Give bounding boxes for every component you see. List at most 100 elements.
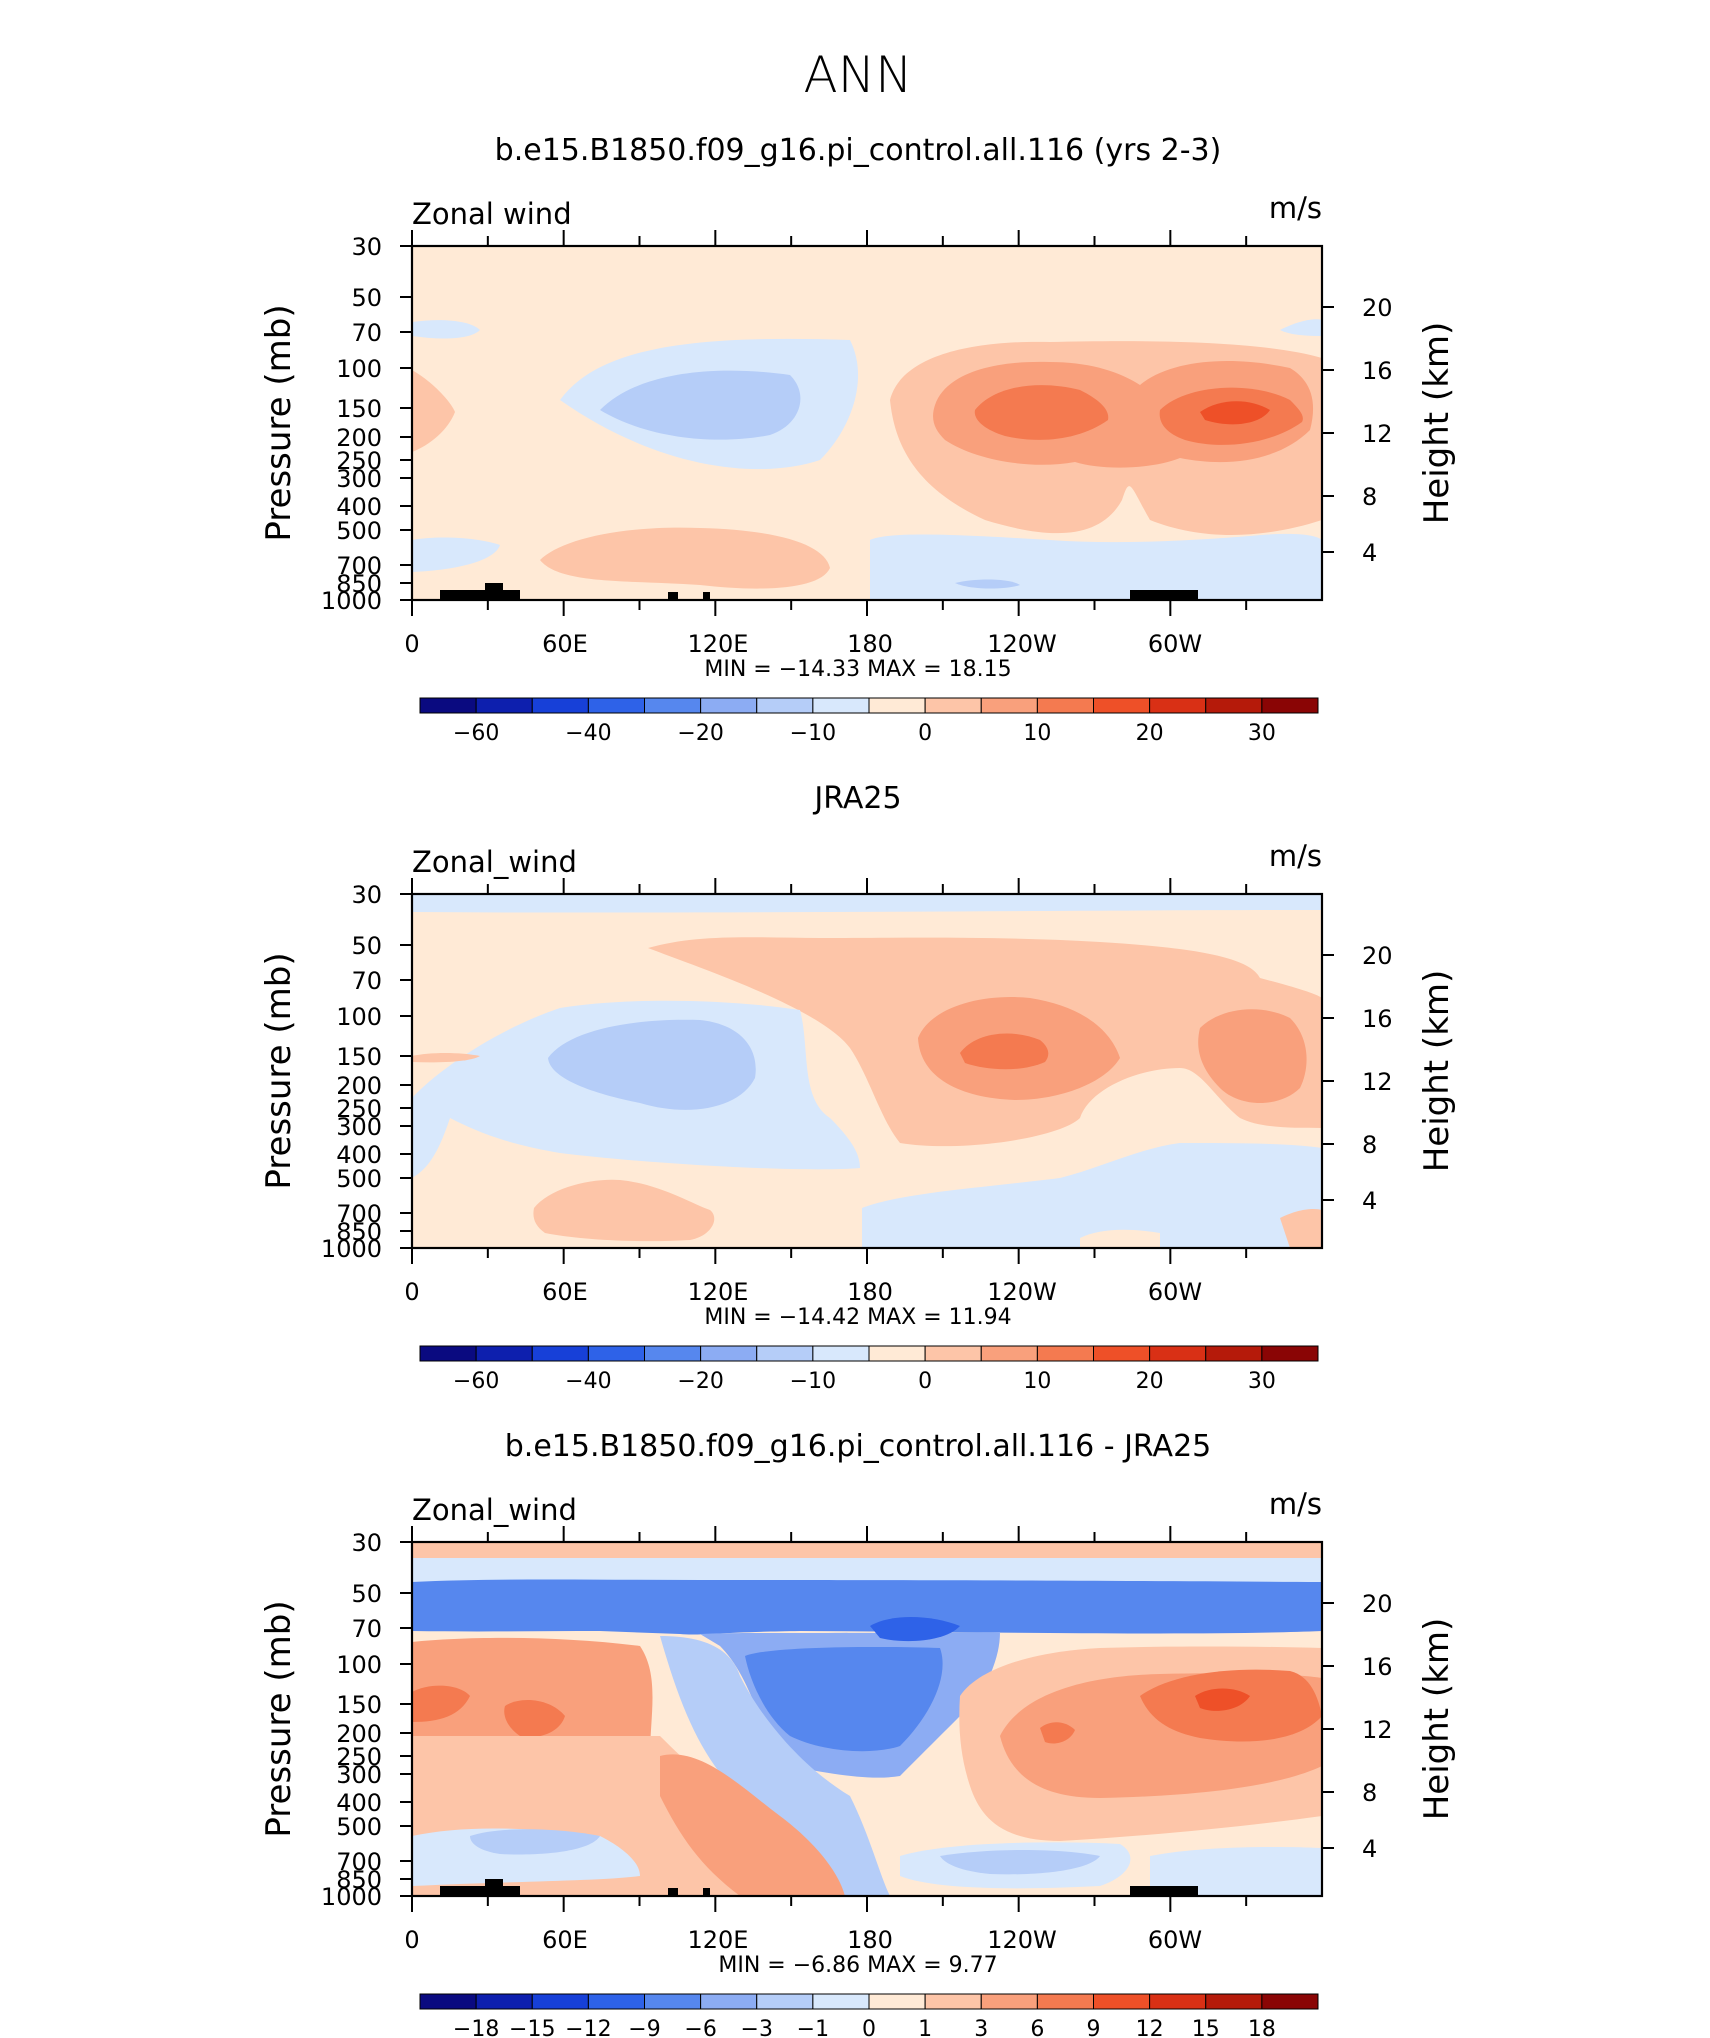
colorbar-swatch <box>700 1345 758 1362</box>
contour-region-9 <box>504 1700 565 1738</box>
colorbar-swatch <box>475 1993 533 2010</box>
contour-region-2 <box>412 1579 1322 1635</box>
contour-region-6 <box>660 1636 890 1896</box>
y-axis-title: Pressure (mb) <box>259 952 299 1189</box>
y-right-tick-label: 16 <box>1362 1005 1393 1033</box>
contour-fills <box>412 319 1322 600</box>
contour-region-5 <box>870 1617 960 1642</box>
colorbar-swatch <box>475 1345 533 1362</box>
colorbar-swatch <box>1261 697 1319 714</box>
contour-region-9 <box>862 1143 1322 1248</box>
colorbar-label: −60 <box>453 721 499 746</box>
x-tick-label: 60E <box>542 1278 588 1306</box>
contour-region-11 <box>660 1754 845 1896</box>
y-tick-label: 150 <box>336 395 382 423</box>
contour-fills <box>412 1542 1322 1896</box>
colorbar-swatch <box>1093 697 1151 714</box>
y-tick-label: 500 <box>336 517 382 545</box>
y-right-tick-label: 16 <box>1362 1653 1393 1681</box>
x-tick-label: 120E <box>688 1926 749 1954</box>
colorbar-swatch <box>756 1345 814 1362</box>
y-right-tick-label: 8 <box>1362 483 1377 511</box>
y-tick-label: 400 <box>336 1141 382 1169</box>
colorbar-swatch <box>812 697 870 714</box>
colorbar-label: −60 <box>453 1369 499 1394</box>
contour-region-8 <box>533 1179 715 1242</box>
contour-region-6 <box>548 1019 756 1110</box>
y-tick-label: 700 <box>336 1200 382 1228</box>
y-tick-label: 500 <box>336 1165 382 1193</box>
colorbar-label: 12 <box>1136 2017 1164 2038</box>
panel-difference: b.e15.B1850.f09_g16.pi_control.all.116 -… <box>259 1429 1457 2038</box>
contour-region-9 <box>1200 401 1270 425</box>
panel-title: b.e15.B1850.f09_g16.pi_control.all.116 -… <box>505 1429 1212 1464</box>
x-tick-label: 60W <box>1148 1278 1202 1306</box>
colorbar-swatch <box>1149 1345 1207 1362</box>
colorbar-swatch <box>700 1993 758 2010</box>
colorbar-swatch <box>1205 697 1263 714</box>
units-label: m/s <box>1269 839 1322 873</box>
y-tick-label: 70 <box>351 319 382 347</box>
y-tick-label: 30 <box>351 233 382 261</box>
colorbar-label: 0 <box>862 2017 876 2038</box>
colorbar-swatch <box>980 697 1038 714</box>
y-tick-label: 700 <box>336 1848 382 1876</box>
colorbar-swatch <box>1093 1993 1151 2010</box>
colorbar-label: 6 <box>1030 2017 1044 2038</box>
x-tick-label: 0 <box>404 1926 419 1954</box>
contour-region-4 <box>1198 1009 1307 1103</box>
y-axis-title-right: Height (km) <box>1417 970 1457 1173</box>
x-tick-label: 0 <box>404 1278 419 1306</box>
y-axis-title: Pressure (mb) <box>259 1600 299 1837</box>
x-tick-label: 120W <box>987 1926 1057 1954</box>
colorbar-label: 30 <box>1248 1369 1276 1394</box>
min-max-stats: MIN = −14.33 MAX = 18.15 <box>704 657 1011 682</box>
y-tick-label: 1000 <box>321 587 382 615</box>
colorbar-swatch <box>868 697 926 714</box>
colorbar-swatch <box>1205 1345 1263 1362</box>
colorbar-swatch <box>1205 1993 1263 2010</box>
colorbar-swatch <box>924 1993 982 2010</box>
colorbar-label: 0 <box>918 1369 932 1394</box>
y-right-tick-label: 20 <box>1362 942 1393 970</box>
colorbar-swatch <box>756 1993 814 2010</box>
contour-region-0 <box>412 894 1322 913</box>
contour-region-11 <box>1280 1208 1322 1248</box>
colorbar-label: 20 <box>1136 1369 1164 1394</box>
y-tick-label: 1000 <box>321 1883 382 1911</box>
colorbar-swatch <box>419 1345 477 1362</box>
contour-region-0 <box>412 1542 1322 1558</box>
colorbar-swatch <box>980 1345 1038 1362</box>
y-tick-label: 150 <box>336 1043 382 1071</box>
y-axis-title-right: Height (km) <box>1417 322 1457 525</box>
colorbar-label: −40 <box>565 721 611 746</box>
colorbar-swatch <box>980 1993 1038 2010</box>
y-tick-label: 100 <box>336 1003 382 1031</box>
contour-region-21 <box>1150 1846 1322 1896</box>
colorbar-label: 0 <box>918 721 932 746</box>
colorbar-label: −20 <box>677 721 723 746</box>
variable-label: Zonal wind <box>412 197 572 231</box>
contour-region-13 <box>955 579 1020 589</box>
x-tick-label: 120E <box>688 1278 749 1306</box>
colorbar-swatch <box>812 1345 870 1362</box>
y-tick-label: 300 <box>336 1761 382 1789</box>
panel-model: b.e15.B1850.f09_g16.pi_control.all.116 (… <box>259 133 1457 746</box>
contour-region-10 <box>1080 1229 1160 1248</box>
contour-region-18 <box>1040 1722 1075 1744</box>
min-max-stats: MIN = −6.86 MAX = 9.77 <box>718 1953 997 1978</box>
colorbar-swatch <box>868 1345 926 1362</box>
contour-region-11 <box>412 537 500 572</box>
y-right-tick-label: 20 <box>1362 294 1393 322</box>
units-label: m/s <box>1269 191 1322 225</box>
colorbar-label: −18 <box>453 2017 499 2038</box>
colorbar-swatch <box>924 1345 982 1362</box>
y-right-tick-label: 16 <box>1362 357 1393 385</box>
x-tick-label: 120W <box>987 630 1057 658</box>
colorbar-label: −9 <box>628 2017 660 2038</box>
colorbar-swatch <box>644 1345 702 1362</box>
x-tick-label: 0 <box>404 630 419 658</box>
y-tick-label: 70 <box>351 967 382 995</box>
terrain-mask <box>440 583 1198 600</box>
y-tick-label: 500 <box>336 1813 382 1841</box>
